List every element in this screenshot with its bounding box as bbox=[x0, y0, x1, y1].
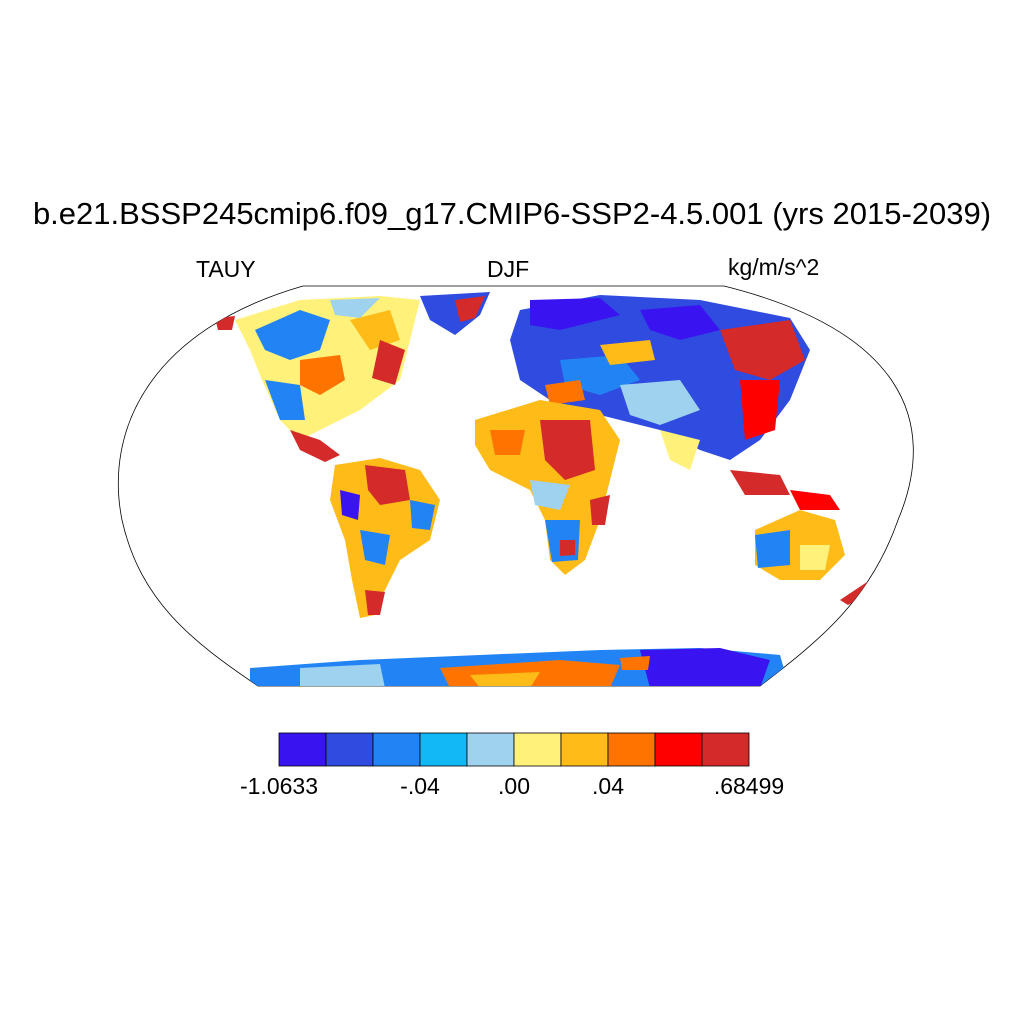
colorbar-swatch-1 bbox=[325, 732, 374, 767]
colorbar-swatch-0 bbox=[278, 732, 327, 767]
colorbar-swatch-6 bbox=[560, 732, 609, 767]
colorbar-label-zero: .00 bbox=[498, 773, 530, 799]
colorbar-swatch-9 bbox=[701, 732, 750, 767]
colorbar-swatch-8 bbox=[654, 732, 703, 767]
map-title: b.e21.BSSP245cmip6.f09_g17.CMIP6-SSP2-4.… bbox=[32, 196, 992, 231]
africa bbox=[475, 400, 620, 575]
land-field bbox=[215, 292, 875, 686]
colorbar-label-neg: -.04 bbox=[400, 773, 440, 799]
units-label: kg/m/s^2 bbox=[728, 254, 820, 280]
colorbar bbox=[278, 732, 750, 767]
colorbar-label-min: -1.0633 bbox=[239, 773, 319, 799]
colorbar-swatch-2 bbox=[372, 732, 421, 767]
colorbar-label-pos: .04 bbox=[592, 773, 624, 799]
colorbar-swatch-7 bbox=[607, 732, 656, 767]
south-america bbox=[330, 458, 440, 618]
se-asia-islands bbox=[730, 470, 790, 495]
antarctica bbox=[250, 648, 790, 686]
north-america bbox=[215, 296, 420, 462]
season-label: DJF bbox=[487, 256, 530, 282]
variable-label: TAUY bbox=[196, 256, 256, 282]
colorbar-swatch-3 bbox=[419, 732, 468, 767]
colorbar-swatch-4 bbox=[466, 732, 515, 767]
eurasia bbox=[510, 295, 810, 470]
colorbar-swatch-5 bbox=[513, 732, 562, 767]
colorbar-label-max: .68499 bbox=[713, 773, 785, 799]
australia bbox=[755, 510, 845, 580]
